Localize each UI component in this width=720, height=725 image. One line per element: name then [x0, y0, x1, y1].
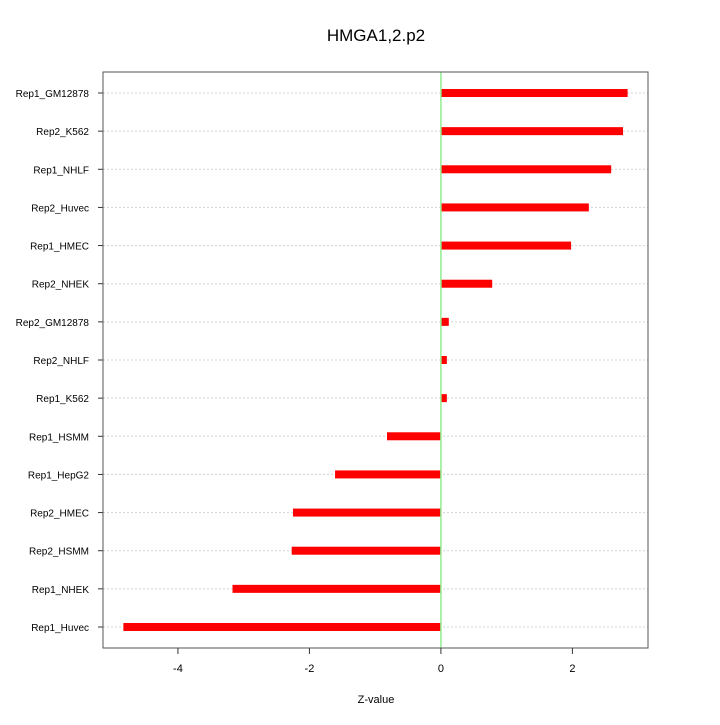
x-tick-label: -2	[305, 663, 315, 675]
y-tick-label: Rep1_K562	[36, 394, 89, 405]
bar	[387, 432, 441, 441]
bar	[440, 203, 589, 212]
y-tick-label: Rep2_GM12878	[16, 318, 90, 329]
bar	[440, 89, 628, 97]
x-tick-label: -4	[173, 663, 183, 675]
y-tick-label: Rep1_HepG2	[28, 470, 90, 481]
y-tick-label: Rep2_NHEK	[32, 280, 90, 291]
bar	[440, 317, 449, 326]
y-tick-label: Rep2_HMEC	[30, 509, 89, 520]
bar	[335, 470, 441, 479]
chart-title: HMGA1,2.p2	[327, 26, 425, 45]
y-tick-label: Rep1_Huvec	[31, 623, 89, 634]
y-tick-label: Rep1_NHEK	[32, 585, 90, 596]
x-axis-label: Z-value	[358, 694, 395, 706]
y-tick-label: Rep1_HMEC	[30, 242, 89, 253]
bar	[232, 584, 441, 593]
bar	[440, 356, 447, 364]
x-tick-label: 0	[438, 663, 444, 675]
y-tick-label: Rep2_NHLF	[33, 356, 89, 367]
bar	[440, 165, 612, 174]
bar	[292, 508, 441, 517]
y-tick-label: Rep2_K562	[36, 127, 89, 138]
x-tick-label: 2	[569, 663, 575, 675]
bar	[291, 546, 441, 555]
bar	[440, 394, 447, 403]
plot-border	[102, 71, 649, 649]
y-tick-label: Rep2_Huvec	[31, 203, 89, 214]
bar	[123, 623, 441, 631]
bar	[440, 127, 624, 136]
y-tick-label: Rep1_NHLF	[33, 165, 89, 176]
y-tick-label: Rep1_HSMM	[29, 432, 89, 443]
y-tick-label: Rep2_HSMM	[29, 547, 89, 558]
y-tick-label: Rep1_GM12878	[16, 89, 90, 100]
bar	[440, 241, 572, 250]
bar	[440, 279, 493, 288]
